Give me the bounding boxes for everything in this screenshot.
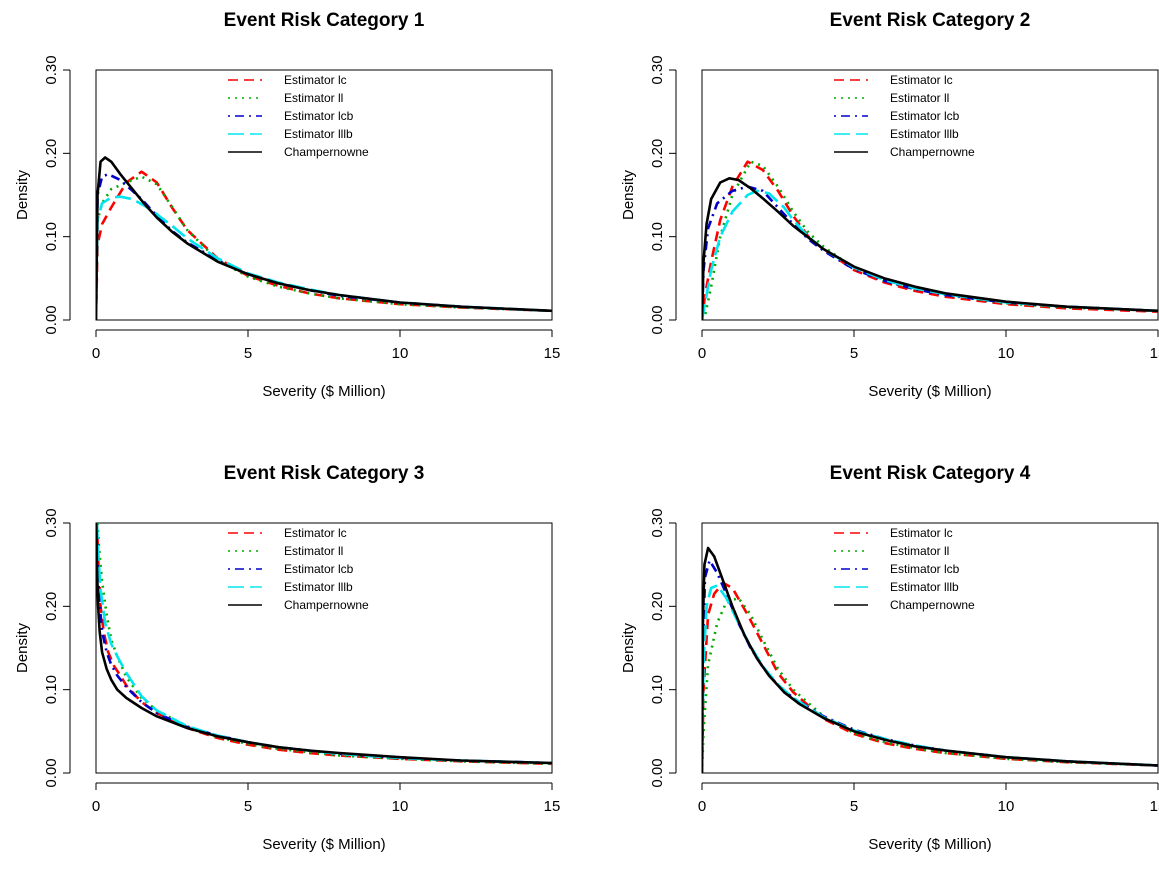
y-tick-label: 0.30 xyxy=(649,508,666,537)
y-axis-label: Density xyxy=(14,622,31,673)
legend-entry: Estimator lc xyxy=(284,526,347,540)
chart-title: Event Risk Category 1 xyxy=(224,10,425,31)
legend-entry: Estimator lllb xyxy=(284,127,353,141)
x-tick-label: 5 xyxy=(244,345,252,362)
x-axis-label: Severity ($ Million) xyxy=(868,383,991,400)
legend-entry: Estimator lcb xyxy=(890,562,960,576)
chart-title: Event Risk Category 3 xyxy=(224,463,425,484)
chart-panel-4: Event Risk Category 4 0 5 10 15 0.00 0.10 0.20 0… xyxy=(620,463,1159,853)
legend-entry: Estimator lllb xyxy=(890,127,959,141)
legend-entry: Estimator lc xyxy=(284,73,347,87)
series-line-5 xyxy=(702,546,1158,773)
x-tick-label: 10 xyxy=(998,345,1015,362)
chart-panel-3: Event Risk Category 3 0 5 10 15 0.00 0.10 0.20 0… xyxy=(14,463,561,853)
y-tick-label: 0.00 xyxy=(43,758,60,787)
x-tick-label: 10 xyxy=(392,798,409,815)
x-tick-label: 5 xyxy=(244,798,252,815)
y-tick-label: 0.10 xyxy=(649,675,666,704)
y-axis-label: Density xyxy=(14,169,31,220)
plot-frame xyxy=(701,69,1159,321)
x-tick-label: 5 xyxy=(850,798,858,815)
chart-panel-1: Event Risk Category 1 0 5 10 15 0.00 0.10 0.20 0… xyxy=(14,10,561,400)
x-axis-label: Severity ($ Million) xyxy=(868,836,991,853)
y-tick-label: 0.30 xyxy=(649,55,666,84)
x-axis-label: Severity ($ Million) xyxy=(262,383,385,400)
plot-frame xyxy=(95,522,553,774)
series-line-4 xyxy=(702,189,1158,320)
legend-entry: Estimator lllb xyxy=(284,580,353,594)
y-axis-label: Density xyxy=(620,622,637,673)
y-tick-label: 0.10 xyxy=(43,222,60,251)
legend-entry: Estimator ll xyxy=(890,91,949,105)
x-tick-label: 0 xyxy=(92,345,100,362)
x-tick-label: 15 xyxy=(544,798,561,815)
y-tick-label: 0.20 xyxy=(43,139,60,168)
y-tick-label: 0.30 xyxy=(43,508,60,537)
series-line-5 xyxy=(702,177,1158,320)
chart-title: Event Risk Category 4 xyxy=(830,463,1031,484)
series-line-2 xyxy=(96,175,552,320)
chart-panel-2: Event Risk Category 2 0 5 10 15 0.00 0.10 0.20 0… xyxy=(620,10,1159,400)
legend-entry: Estimator lc xyxy=(890,526,953,540)
series-line-1 xyxy=(96,523,552,766)
x-tick-label: 15 xyxy=(544,345,561,362)
series-line-2 xyxy=(702,596,1158,773)
series-line-5 xyxy=(96,523,552,765)
y-tick-label: 0.00 xyxy=(649,305,666,334)
series-group xyxy=(96,523,552,766)
y-tick-label: 0.20 xyxy=(43,592,60,621)
x-tick-label: 0 xyxy=(698,345,706,362)
y-tick-label: 0.30 xyxy=(43,55,60,84)
legend-entry: Estimator ll xyxy=(284,91,343,105)
series-line-4 xyxy=(96,195,552,320)
y-tick-label: 0.20 xyxy=(649,139,666,168)
x-tick-label: 10 xyxy=(998,798,1015,815)
legend-entry: Champernowne xyxy=(890,598,975,612)
legend-entry: Estimator lcb xyxy=(284,562,354,576)
plot-frame xyxy=(95,69,553,321)
legend-entry: Estimator lcb xyxy=(890,109,960,123)
legend-entry: Estimator ll xyxy=(890,544,949,558)
plot-frame xyxy=(701,522,1159,774)
x-tick-label: 0 xyxy=(92,798,100,815)
legend-entry: Champernowne xyxy=(284,598,369,612)
figure: Event Risk Category 1 0 5 10 15 0.00 0.10 0.20 0… xyxy=(14,10,1159,853)
series-group xyxy=(702,546,1158,773)
legend-entry: Estimator lcb xyxy=(284,109,354,123)
legend-entry: Estimator lc xyxy=(890,73,953,87)
legend-entry: Estimator ll xyxy=(284,544,343,558)
series-line-3 xyxy=(96,523,552,765)
y-tick-label: 0.00 xyxy=(649,758,666,787)
legend-entry: Champernowne xyxy=(890,145,975,159)
y-axis-label: Density xyxy=(620,169,637,220)
series-line-4 xyxy=(96,523,552,765)
series-line-2 xyxy=(96,523,552,766)
x-tick-label: 15 xyxy=(1150,345,1159,362)
series-line-1 xyxy=(702,581,1158,773)
x-tick-label: 15 xyxy=(1150,798,1159,815)
y-tick-label: 0.10 xyxy=(43,675,60,704)
x-axis-label: Severity ($ Million) xyxy=(262,836,385,853)
series-group xyxy=(96,156,552,320)
series-group xyxy=(702,160,1158,320)
y-tick-label: 0.10 xyxy=(649,222,666,251)
y-tick-label: 0.20 xyxy=(649,592,666,621)
series-line-5 xyxy=(96,156,552,320)
legend-entry: Champernowne xyxy=(284,145,369,159)
legend-entry: Estimator lllb xyxy=(890,580,959,594)
chart-title: Event Risk Category 2 xyxy=(830,10,1031,31)
x-tick-label: 5 xyxy=(850,345,858,362)
series-line-4 xyxy=(702,584,1158,773)
series-line-1 xyxy=(702,160,1158,320)
series-line-2 xyxy=(702,160,1158,320)
y-tick-label: 0.00 xyxy=(43,305,60,334)
x-tick-label: 0 xyxy=(698,798,706,815)
x-tick-label: 10 xyxy=(392,345,409,362)
